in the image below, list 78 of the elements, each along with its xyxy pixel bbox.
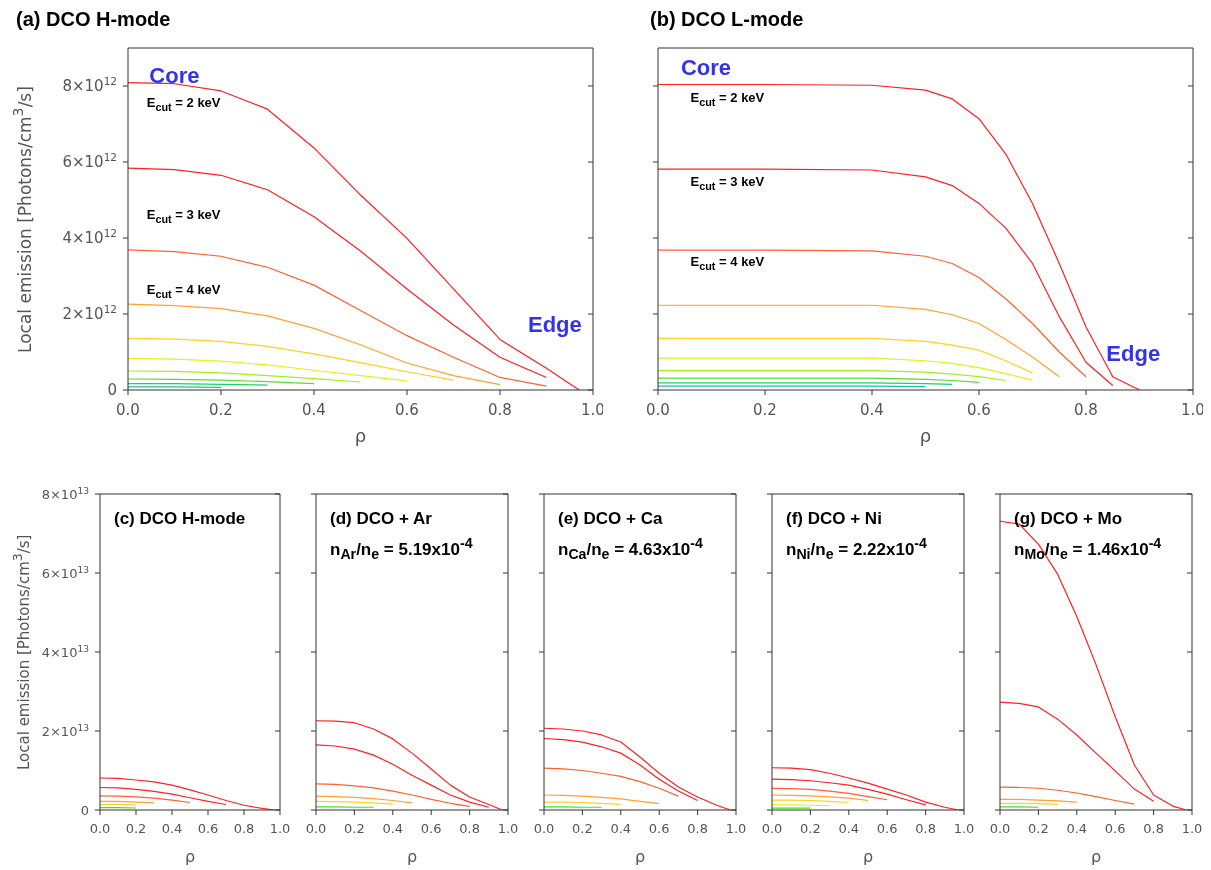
text: (c) DCO H-mode xyxy=(114,508,246,530)
x-tick-label: 0.0 xyxy=(305,820,327,836)
chart-title: (b) DCO L-mode xyxy=(650,8,804,30)
x-tick-label: 1.0 xyxy=(497,820,519,836)
y-tick-label: 2×10$^{13}$ xyxy=(41,722,90,739)
x-tick-label: 0.6 xyxy=(876,820,898,836)
x-axis-title: ρ xyxy=(1090,847,1102,866)
text: (e) DCO + Ca xyxy=(558,508,664,530)
x-tick-label: 0.4 xyxy=(860,400,884,419)
text: (d) DCO + Ar xyxy=(330,508,433,530)
x-tick-label: 0.8 xyxy=(233,820,255,836)
x-tick-label: 0.6 xyxy=(967,400,991,419)
text: n$_{Mo}$/n$_{e}$ = 1.46x10$^{-4}$ xyxy=(1014,534,1162,565)
annotation: Edge xyxy=(527,311,582,338)
y-tick-label: 6×10$^{12}$ xyxy=(62,151,117,172)
x-axis-title: ρ xyxy=(634,847,646,866)
x-tick-label: 0.2 xyxy=(572,820,593,836)
y-tick-label: 8×10$^{13}$ xyxy=(41,485,90,502)
x-tick-label: 0.0 xyxy=(646,400,670,419)
x-tick-label: 0.8 xyxy=(1143,820,1164,836)
x-tick-label: 0.6 xyxy=(395,400,419,419)
x-tick-label: 0.2 xyxy=(125,820,147,836)
x-tick-label: 0.8 xyxy=(459,820,480,836)
x-tick-label: 0.6 xyxy=(197,820,219,836)
x-tick-label: 0.4 xyxy=(838,820,860,836)
x-tick-label: 0.0 xyxy=(116,400,140,419)
x-tick-label: 0.2 xyxy=(800,820,821,836)
chart-title: (a) DCO H-mode xyxy=(16,8,171,30)
x-tick-label: 0.4 xyxy=(610,820,632,836)
x-axis-title: ρ xyxy=(406,847,418,866)
x-tick-label: 0.0 xyxy=(533,820,555,836)
x-axis-title: ρ xyxy=(862,847,874,866)
annotation: E$_{cut}$ = 4 keV xyxy=(690,254,765,272)
annotation: Core xyxy=(149,62,200,89)
x-axis-title: ρ xyxy=(184,847,196,866)
x-tick-label: 0.4 xyxy=(1066,820,1088,836)
x-tick-label: 0.8 xyxy=(488,400,512,419)
x-tick-label: 0.2 xyxy=(209,400,233,419)
x-tick-label: 0.6 xyxy=(648,820,670,836)
annotation: E$_{cut}$ = 2 keV xyxy=(146,95,221,113)
x-tick-label: 0.6 xyxy=(420,820,442,836)
x-tick-label: 0.4 xyxy=(382,820,404,836)
y-tick-label: 4×10$^{13}$ xyxy=(41,643,90,660)
annotation: E$_{cut}$ = 3 keV xyxy=(146,207,221,225)
text: n$_{Ni}$/n$_{e}$ = 2.22x10$^{-4}$ xyxy=(786,534,927,565)
annotation: E$_{cut}$ = 4 keV xyxy=(146,282,221,300)
x-tick-label: 0.6 xyxy=(1104,820,1126,836)
x-axis-title: ρ xyxy=(919,425,932,446)
y-tick-label: 0 xyxy=(107,381,117,400)
x-tick-label: 0.4 xyxy=(302,400,326,419)
annotation: E$_{cut}$ = 2 keV xyxy=(690,90,765,108)
y-tick-label: 0 xyxy=(80,802,89,818)
annotation: E$_{cut}$ = 3 keV xyxy=(690,173,765,192)
x-tick-label: 0.2 xyxy=(1028,820,1049,836)
x-tick-label: 0.8 xyxy=(687,820,708,836)
x-tick-label: 0.2 xyxy=(344,820,365,836)
annotation: Core xyxy=(680,55,732,82)
x-tick-label: 0.0 xyxy=(989,820,1011,836)
annotation: Edge xyxy=(1106,340,1161,367)
x-tick-label: 0.0 xyxy=(761,820,783,836)
x-tick-label: 0.4 xyxy=(161,820,183,836)
text: (g) DCO + Mo xyxy=(1014,508,1124,530)
x-tick-label: 0.8 xyxy=(1074,400,1098,419)
x-tick-label: 1.0 xyxy=(1181,820,1203,836)
text: n$_{Ca}$/n$_{e}$ = 4.63x10$^{-4}$ xyxy=(558,534,703,565)
y-tick-label: 2×10$^{12}$ xyxy=(62,303,117,324)
text: n$_{Ar}$/n$_{e}$ = 5.19x10$^{-4}$ xyxy=(330,534,473,565)
x-axis-title: ρ xyxy=(354,425,367,446)
x-tick-label: 1.0 xyxy=(269,820,291,836)
x-tick-label: 0.8 xyxy=(915,820,936,836)
x-tick-label: 0.2 xyxy=(753,400,777,419)
x-tick-label: 1.0 xyxy=(725,820,747,836)
y-tick-label: 6×10$^{13}$ xyxy=(41,564,90,581)
x-tick-label: 0.0 xyxy=(89,820,111,836)
text: (f) DCO + Ni xyxy=(786,508,883,530)
y-tick-label: 8×10$^{12}$ xyxy=(62,75,117,96)
y-tick-label: 4×10$^{12}$ xyxy=(62,227,117,248)
x-tick-label: 1.0 xyxy=(953,820,975,836)
